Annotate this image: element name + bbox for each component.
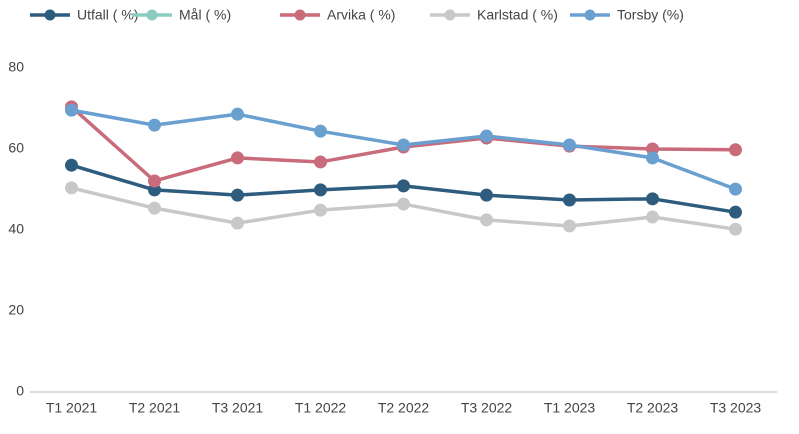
data-point: [148, 174, 161, 188]
data-point: [65, 158, 78, 172]
data-point: [729, 182, 742, 196]
data-point: [231, 216, 244, 230]
y-tick-label: 40: [8, 221, 24, 237]
data-point: [65, 103, 78, 117]
data-point: [314, 124, 327, 138]
data-point: [148, 183, 161, 197]
data-point: [646, 192, 659, 206]
x-tick-label: T2 2023: [627, 400, 679, 416]
y-tick-label: 0: [16, 383, 24, 399]
x-tick-label: T3 2023: [710, 400, 762, 416]
x-tick-label: T2 2021: [129, 400, 181, 416]
data-point: [148, 118, 161, 132]
data-point: [480, 213, 493, 227]
data-point: [314, 203, 327, 217]
x-tick-label: T1 2023: [544, 400, 596, 416]
y-tick-label: 80: [8, 59, 24, 75]
data-point: [65, 181, 78, 195]
data-point: [397, 138, 410, 152]
x-tick-label: T1 2021: [46, 400, 98, 416]
data-point: [314, 155, 327, 169]
legend-marker: [44, 9, 56, 21]
legend-marker: [584, 9, 596, 21]
data-point: [563, 193, 576, 207]
y-tick-label: 60: [8, 140, 24, 156]
data-point: [563, 219, 576, 233]
legend-marker: [294, 9, 306, 21]
legend-label: Karlstad ( %): [477, 7, 558, 23]
x-tick-label: T1 2022: [295, 400, 347, 416]
data-point: [729, 205, 742, 219]
data-point: [148, 201, 161, 215]
legend-marker: [444, 9, 456, 21]
data-point: [646, 151, 659, 165]
data-point: [231, 188, 244, 202]
data-point: [729, 143, 742, 157]
data-point: [231, 151, 244, 165]
data-point: [480, 129, 493, 143]
x-tick-label: T3 2021: [212, 400, 264, 416]
data-point: [729, 222, 742, 236]
data-point: [646, 142, 659, 156]
y-tick-label: 20: [8, 302, 24, 318]
data-point: [563, 138, 576, 152]
x-tick-label: T3 2022: [461, 400, 513, 416]
data-point: [397, 197, 410, 211]
data-point: [314, 183, 327, 197]
legend-label: Arvika ( %): [327, 7, 395, 23]
data-point: [646, 210, 659, 224]
data-point: [397, 179, 410, 193]
legend-label: Torsby (%): [617, 7, 684, 23]
data-point: [231, 107, 244, 121]
data-point: [480, 188, 493, 202]
legend-marker: [146, 9, 158, 21]
legend-label: Utfall ( %): [77, 7, 138, 23]
legend-label: Mål ( %): [179, 7, 231, 23]
x-tick-label: T2 2022: [378, 400, 430, 416]
